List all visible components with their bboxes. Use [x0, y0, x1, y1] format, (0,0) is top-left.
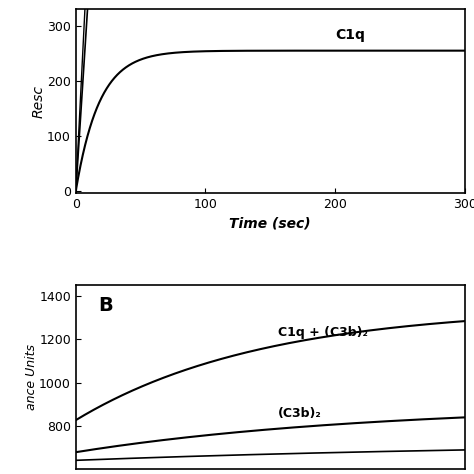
X-axis label: Time (sec): Time (sec) [229, 217, 311, 231]
Text: C1q: C1q [335, 28, 365, 42]
Text: C1q + (C3b)₂: C1q + (C3b)₂ [278, 327, 367, 339]
Text: B: B [98, 296, 113, 315]
Y-axis label: ance Units: ance Units [25, 344, 38, 410]
Text: (C3b)₂: (C3b)₂ [278, 407, 321, 419]
Y-axis label: Resc: Resc [32, 85, 46, 118]
